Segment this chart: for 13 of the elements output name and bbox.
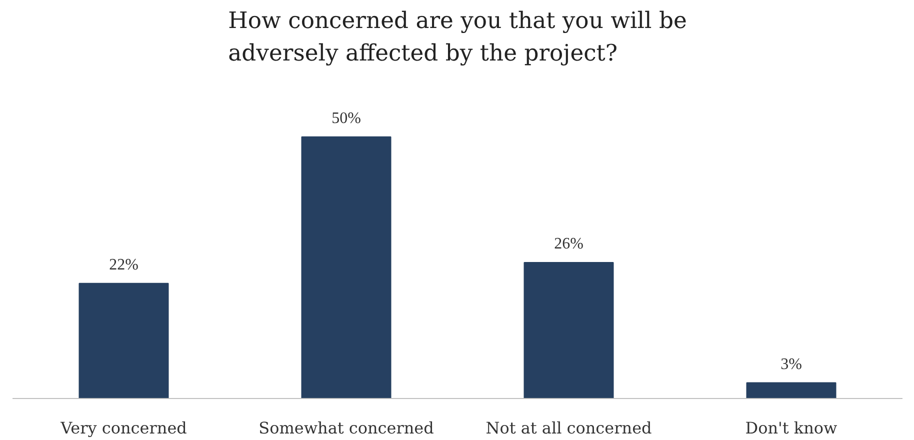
bar xyxy=(78,282,169,398)
x-tick-label: Don't know xyxy=(745,418,838,438)
bar xyxy=(524,262,614,398)
x-tick-label: Somewhat concerned xyxy=(258,418,434,438)
data-label: 26% xyxy=(554,235,584,252)
data-label: 50% xyxy=(332,110,361,127)
data-label: 3% xyxy=(780,356,802,373)
x-tick-label: Very concerned xyxy=(60,418,187,438)
chart-title: How concerned are you that you will be adversely affected by the project? xyxy=(228,8,687,66)
bar xyxy=(301,136,392,398)
data-label: 22% xyxy=(109,256,138,274)
bar xyxy=(746,382,836,398)
x-tick-label: Not at all concerned xyxy=(486,418,652,438)
